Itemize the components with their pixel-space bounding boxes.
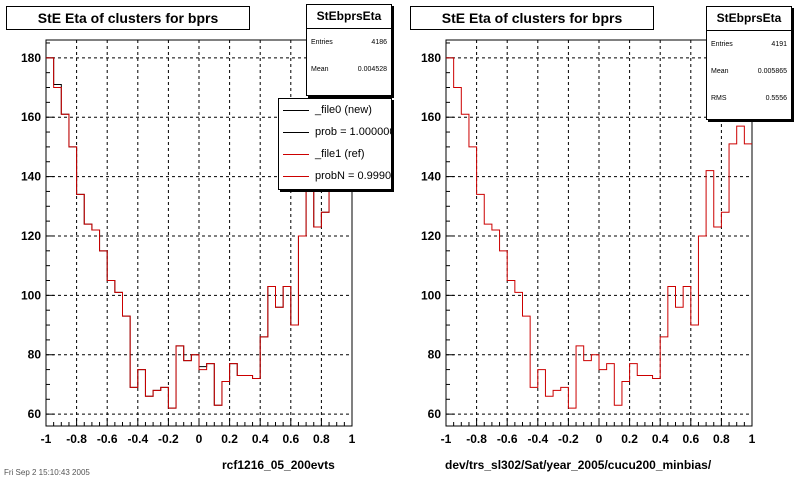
left-y-tick-label: 60 bbox=[28, 407, 42, 421]
right-stats-rms-value: 0.5556 bbox=[765, 95, 787, 102]
left-stats-box: StEbprsEta Entries 4186 Mean 0.004528 bbox=[306, 4, 392, 96]
right-y-tick-label: 160 bbox=[421, 110, 441, 124]
left-x-tick-label: -0.8 bbox=[66, 432, 87, 446]
legend-swatch-prob bbox=[283, 131, 309, 133]
left-x-tick-label: 0.6 bbox=[282, 432, 299, 446]
legend-swatch-probn bbox=[283, 175, 309, 177]
right-x-tick-label: -0.6 bbox=[497, 432, 518, 446]
left-x-tick-label: -0.2 bbox=[158, 432, 179, 446]
right-x-tick-label: 0.6 bbox=[682, 432, 699, 446]
left-stats-name: StEbprsEta bbox=[307, 5, 391, 29]
left-stats-mean-row: Mean 0.004528 bbox=[307, 56, 391, 83]
right-stats-rms-row: RMS 0.5556 bbox=[707, 85, 791, 112]
left-stats-mean-label: Mean bbox=[311, 66, 329, 73]
right-y-tick-label: 120 bbox=[421, 229, 441, 243]
right-x-tick-label: -0.2 bbox=[558, 432, 579, 446]
right-x-tick-label: 0.4 bbox=[652, 432, 669, 446]
left-y-tick-label: 100 bbox=[21, 288, 41, 302]
left-series-1 bbox=[46, 57, 352, 409]
left-x-tick-label: 0.2 bbox=[221, 432, 238, 446]
right-stats-entries-row: Entries 4191 bbox=[707, 31, 791, 58]
right-stats-box: StEbprsEta Entries 4191 Mean 0.005865 RM… bbox=[706, 6, 792, 120]
left-stats-entries-label: Entries bbox=[311, 39, 333, 46]
right-x-tick-label: -0.8 bbox=[466, 432, 487, 446]
right-stats-mean-row: Mean 0.005865 bbox=[707, 58, 791, 85]
right-stats-name: StEbprsEta bbox=[707, 7, 791, 31]
right-x-tick-label: 0 bbox=[596, 432, 603, 446]
left-y-tick-label: 120 bbox=[21, 229, 41, 243]
left-title: StE Eta of clusters for bprs bbox=[37, 10, 219, 26]
right-x-tick-label: -1 bbox=[441, 432, 452, 446]
legend-swatch-file0 bbox=[283, 109, 309, 111]
right-x-tick-label: 0.8 bbox=[713, 432, 730, 446]
right-y-tick-label: 140 bbox=[421, 170, 441, 184]
right-title-box: StE Eta of clusters for bprs bbox=[410, 6, 654, 30]
right-stats-entries-label: Entries bbox=[711, 41, 733, 48]
left-y-tick-label: 180 bbox=[21, 51, 41, 65]
right-y-tick-label: 80 bbox=[428, 348, 442, 362]
right-stats-mean-value: 0.005865 bbox=[757, 68, 787, 75]
legend-entry-prob: prob = 1.000000 bbox=[279, 121, 391, 143]
left-y-tick-label: 160 bbox=[21, 110, 41, 124]
right-x-tick-label: -0.4 bbox=[527, 432, 548, 446]
right-title: StE Eta of clusters for bprs bbox=[441, 10, 623, 26]
legend-entry-file1: _file1 (ref) bbox=[279, 143, 391, 165]
right-y-tick-label: 60 bbox=[428, 407, 442, 421]
legend-label-probn: probN = 0.99903 bbox=[315, 170, 392, 182]
right-stats-entries-value: 4191 bbox=[771, 41, 787, 48]
legend-entry-file0: _file0 (new) bbox=[279, 99, 391, 121]
left-x-axis-label: rcf1216_05_200evts bbox=[222, 458, 335, 472]
left-y-tick-label: 80 bbox=[28, 348, 42, 362]
legend-entry-probn: probN = 0.99903 bbox=[279, 165, 391, 187]
left-title-box: StE Eta of clusters for bprs bbox=[6, 6, 250, 30]
right-y-tick-label: 100 bbox=[421, 288, 441, 302]
legend-label-file1: _file1 (ref) bbox=[315, 148, 365, 160]
right-x-tick-label: 0.2 bbox=[621, 432, 638, 446]
legend-swatch-file1 bbox=[283, 153, 309, 155]
left-legend: _file0 (new) prob = 1.000000 _file1 (ref… bbox=[278, 98, 392, 190]
left-x-tick-label: 1 bbox=[349, 432, 356, 446]
right-y-tick-label: 180 bbox=[421, 51, 441, 65]
left-x-tick-label: 0.8 bbox=[313, 432, 330, 446]
left-stats-mean-value: 0.004528 bbox=[357, 66, 387, 73]
right-x-tick-label: 1 bbox=[749, 432, 756, 446]
right-series-0 bbox=[446, 57, 752, 409]
right-stats-rms-label: RMS bbox=[711, 95, 727, 102]
right-stats-mean-label: Mean bbox=[711, 68, 729, 75]
left-x-tick-label: -0.4 bbox=[127, 432, 148, 446]
timestamp-footer: Fri Sep 2 15:10:43 2005 bbox=[4, 468, 90, 477]
left-y-tick-label: 140 bbox=[21, 170, 41, 184]
left-stats-entries-value: 4186 bbox=[371, 39, 387, 46]
left-stats-entries-row: Entries 4186 bbox=[307, 29, 391, 56]
legend-label-prob: prob = 1.000000 bbox=[315, 126, 392, 138]
left-x-tick-label: -0.6 bbox=[97, 432, 118, 446]
left-x-tick-label: 0 bbox=[196, 432, 203, 446]
legend-label-file0: _file0 (new) bbox=[315, 104, 372, 116]
right-x-axis-label: dev/trs_sl302/Sat/year_2005/cucu200_minb… bbox=[445, 458, 712, 472]
left-x-tick-label: -1 bbox=[41, 432, 52, 446]
left-x-tick-label: 0.4 bbox=[252, 432, 269, 446]
